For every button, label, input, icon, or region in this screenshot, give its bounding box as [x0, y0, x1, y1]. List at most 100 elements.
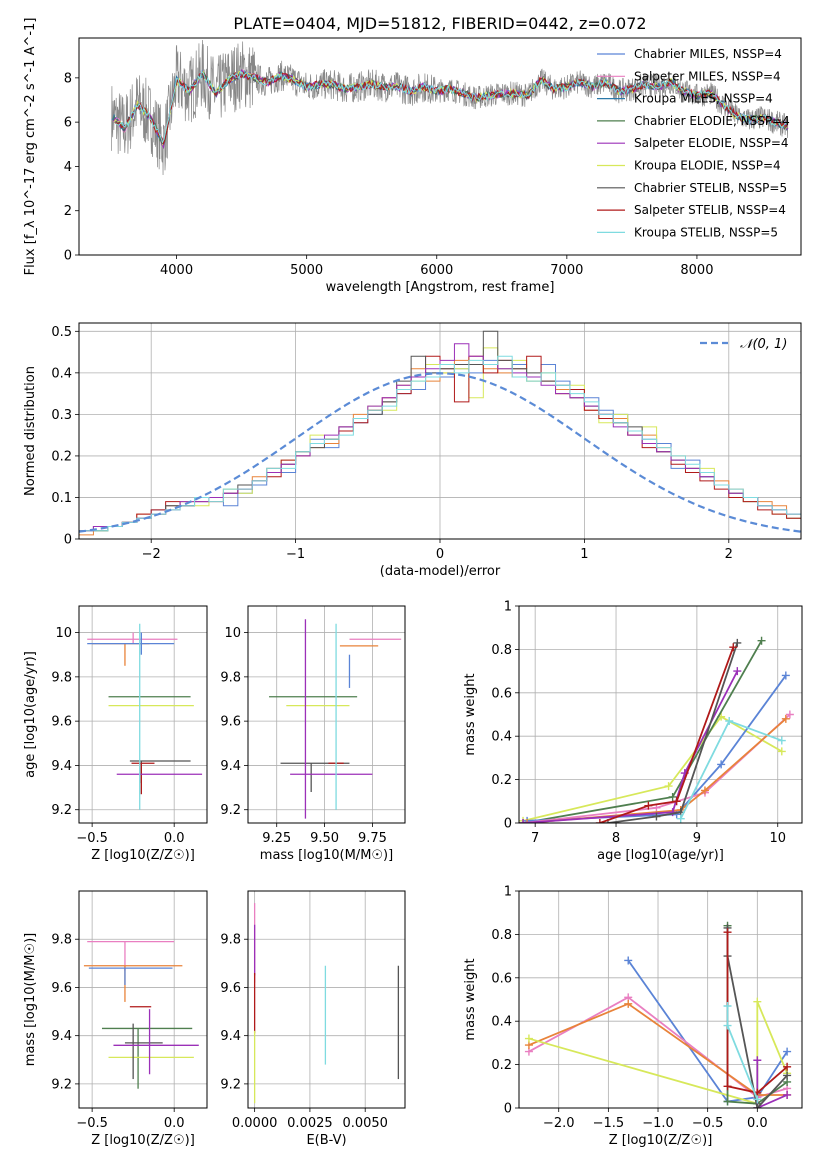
y-tick-label: 9.2 — [51, 1077, 72, 1092]
weight-marker — [524, 1034, 533, 1043]
weight-marker — [733, 667, 742, 676]
x-tick-label: 6000 — [420, 263, 453, 278]
weight-marker — [700, 786, 709, 795]
weight-marker — [523, 819, 532, 823]
y-tick-label: 0.6 — [491, 971, 512, 986]
weight-marker — [624, 999, 633, 1008]
x-axis-label: mass [log10(M/M☉)] — [260, 848, 393, 863]
y-tick-label: 0.4 — [51, 366, 72, 381]
y-tick-label: 0.4 — [491, 1015, 512, 1030]
histogram-series — [79, 355, 801, 539]
y-axis-label: mass [log10(M/M☉)] — [23, 933, 38, 1066]
weight-marker — [783, 1047, 792, 1056]
legend-label: Kroupa MILES, NSSP=4 — [634, 92, 773, 106]
x-axis-label: Z [log10(Z/Z☉)] — [91, 848, 195, 863]
y-tick-label: 1 — [504, 600, 512, 615]
weight-line — [599, 646, 735, 823]
axes-frame — [247, 890, 406, 1109]
weight-marker — [723, 1082, 732, 1091]
y-tick-label: 10 — [55, 626, 72, 641]
legend-label: Salpeter STELIB, NSSP=4 — [634, 203, 786, 217]
axes-frame — [78, 37, 802, 256]
plot-area-age-vs-Z — [87, 623, 203, 810]
x-tick-label: −1.0 — [642, 1116, 674, 1131]
x-tick-label: −0.5 — [692, 1116, 724, 1131]
y-axis-label: Normed distribution — [23, 366, 38, 496]
y-tick-label: 9.2 — [220, 803, 241, 818]
y-tick-label: 9.2 — [51, 803, 72, 818]
y-tick-label: 9.4 — [220, 1029, 241, 1044]
legend-label: Kroupa STELIB, NSSP=5 — [634, 225, 778, 239]
y-tick-label: 0 — [64, 533, 72, 548]
y-tick-label: 0.2 — [51, 449, 72, 464]
axes-frame — [518, 890, 803, 1109]
x-tick-label: 0.0 — [164, 831, 185, 846]
x-tick-label: 9.75 — [358, 831, 387, 846]
weight-marker — [753, 1104, 762, 1108]
weight-marker — [733, 638, 742, 647]
legend-label: Salpeter ELODIE, NSSP=4 — [634, 136, 789, 150]
y-tick-label: 8 — [64, 71, 72, 86]
x-tick-label: 0.0050 — [342, 1116, 388, 1131]
y-tick-label: 10 — [224, 626, 241, 641]
y-tick-label: 9.4 — [51, 1029, 72, 1044]
y-tick-label: 9.4 — [51, 759, 72, 774]
y-tick-label: 9.8 — [220, 933, 241, 948]
plot-area-residual-histogram — [79, 330, 801, 539]
y-tick-label: 6 — [64, 116, 72, 131]
panel-mass-vs-Z: −0.5 0.0 9.2 9.4 9.6 9.8 Z [log10(Z/Z☉)] mass [… — [23, 890, 208, 1148]
weight-line — [528, 1001, 788, 1105]
axes-frame — [78, 605, 208, 824]
weight-marker — [753, 1056, 762, 1065]
model-spectrum — [115, 70, 788, 144]
x-tick-label: 0.0000 — [232, 1116, 278, 1131]
weight-marker — [668, 808, 677, 817]
x-tick-label: 9.50 — [310, 831, 339, 846]
y-axis-label: Flux [f_λ 10^-17 erg cm^-2 s^-1 A^-1] — [23, 18, 38, 276]
x-tick-label: 2 — [725, 547, 733, 562]
y-tick-label: 9.8 — [220, 670, 241, 685]
weight-marker — [725, 717, 734, 726]
legend-label: Chabrier MILES, NSSP=4 — [634, 47, 782, 61]
weight-marker — [781, 714, 790, 723]
weight-marker — [676, 814, 685, 823]
weight-line — [607, 642, 739, 823]
plot-area-mass-vs-EBV — [253, 903, 400, 1104]
x-tick-label: −0.5 — [76, 831, 108, 846]
y-tick-label: 9.6 — [220, 715, 241, 730]
weight-line — [528, 1002, 788, 1096]
x-axis-label: E(B-V) — [306, 1133, 346, 1148]
y-tick-label: 9.6 — [51, 981, 72, 996]
weight-marker — [783, 1062, 792, 1071]
plot-area-age-vs-mass — [269, 619, 402, 819]
y-tick-label: 2 — [64, 204, 72, 219]
histogram-series — [79, 359, 801, 539]
weight-marker — [783, 1090, 792, 1099]
x-tick-label: 5000 — [290, 263, 323, 278]
weight-marker — [753, 1095, 762, 1104]
plot-area-mass-weight-vs-age — [519, 636, 794, 823]
legend-label: Chabrier ELODIE, NSSP=4 — [634, 114, 790, 128]
y-tick-label: 0.5 — [51, 325, 72, 340]
y-tick-label: 0.1 — [51, 491, 72, 506]
y-tick-label: 9.6 — [51, 715, 72, 730]
y-tick-label: 1 — [504, 885, 512, 900]
x-axis-label: (data-model)/error — [380, 564, 501, 579]
y-tick-label: 9.8 — [51, 670, 72, 685]
weight-marker — [785, 710, 794, 719]
x-tick-label: −1.5 — [593, 1116, 625, 1131]
panel-mass-weight-vs-age: 7 8 9 10 0 0.2 0.4 0.6 0.8 1 age [log10(age/yr)] ma… — [463, 600, 803, 863]
weight-marker — [672, 797, 681, 806]
gaussian-curve — [79, 372, 801, 533]
x-tick-label: 1 — [580, 547, 588, 562]
weight-marker — [723, 1002, 732, 1011]
weight-line — [522, 670, 739, 823]
legend-label: Chabrier STELIB, NSSP=5 — [634, 181, 787, 195]
histogram-series — [79, 355, 801, 539]
x-tick-label: 10 — [769, 831, 786, 846]
x-tick-label: −2 — [142, 547, 161, 562]
weight-marker — [723, 928, 732, 937]
weight-marker — [644, 801, 653, 810]
y-tick-label: 9.8 — [51, 933, 72, 948]
y-tick-label: 0.8 — [491, 928, 512, 943]
